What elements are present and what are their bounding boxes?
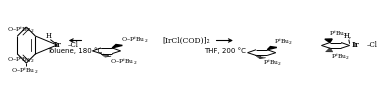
Text: P$^t$Bu$_2$: P$^t$Bu$_2$ [274,37,293,47]
Text: THF, 200 °C: THF, 200 °C [204,47,246,54]
Text: –Cl: –Cl [67,41,78,49]
Text: Toluene, 180 °C: Toluene, 180 °C [48,47,103,54]
Polygon shape [267,47,277,50]
Text: H,: H, [344,32,352,40]
Text: P$^t$Bu$_2$: P$^t$Bu$_2$ [329,29,349,39]
Text: P$^t$Bu$_2$: P$^t$Bu$_2$ [263,58,282,68]
Polygon shape [325,39,332,43]
Text: P$^t$Bu$_2$: P$^t$Bu$_2$ [331,52,350,62]
Text: O–P$^t$Bu$_2$: O–P$^t$Bu$_2$ [11,67,38,76]
Text: H: H [46,32,52,40]
Text: O–P$^t$Bu$_2$: O–P$^t$Bu$_2$ [121,35,149,45]
Text: Ir: Ir [352,41,359,50]
Text: O–P$^t$Bu$_2$: O–P$^t$Bu$_2$ [7,25,34,35]
Text: [IrCl(COD)]₂: [IrCl(COD)]₂ [162,37,210,44]
Text: Ir: Ir [53,41,61,49]
Text: O–P$^t$Bu$_2$: O–P$^t$Bu$_2$ [7,55,34,65]
Text: –Cl: –Cl [366,41,377,50]
Polygon shape [112,45,122,48]
Text: O–P$^t$Bu$_2$: O–P$^t$Bu$_2$ [110,57,137,67]
